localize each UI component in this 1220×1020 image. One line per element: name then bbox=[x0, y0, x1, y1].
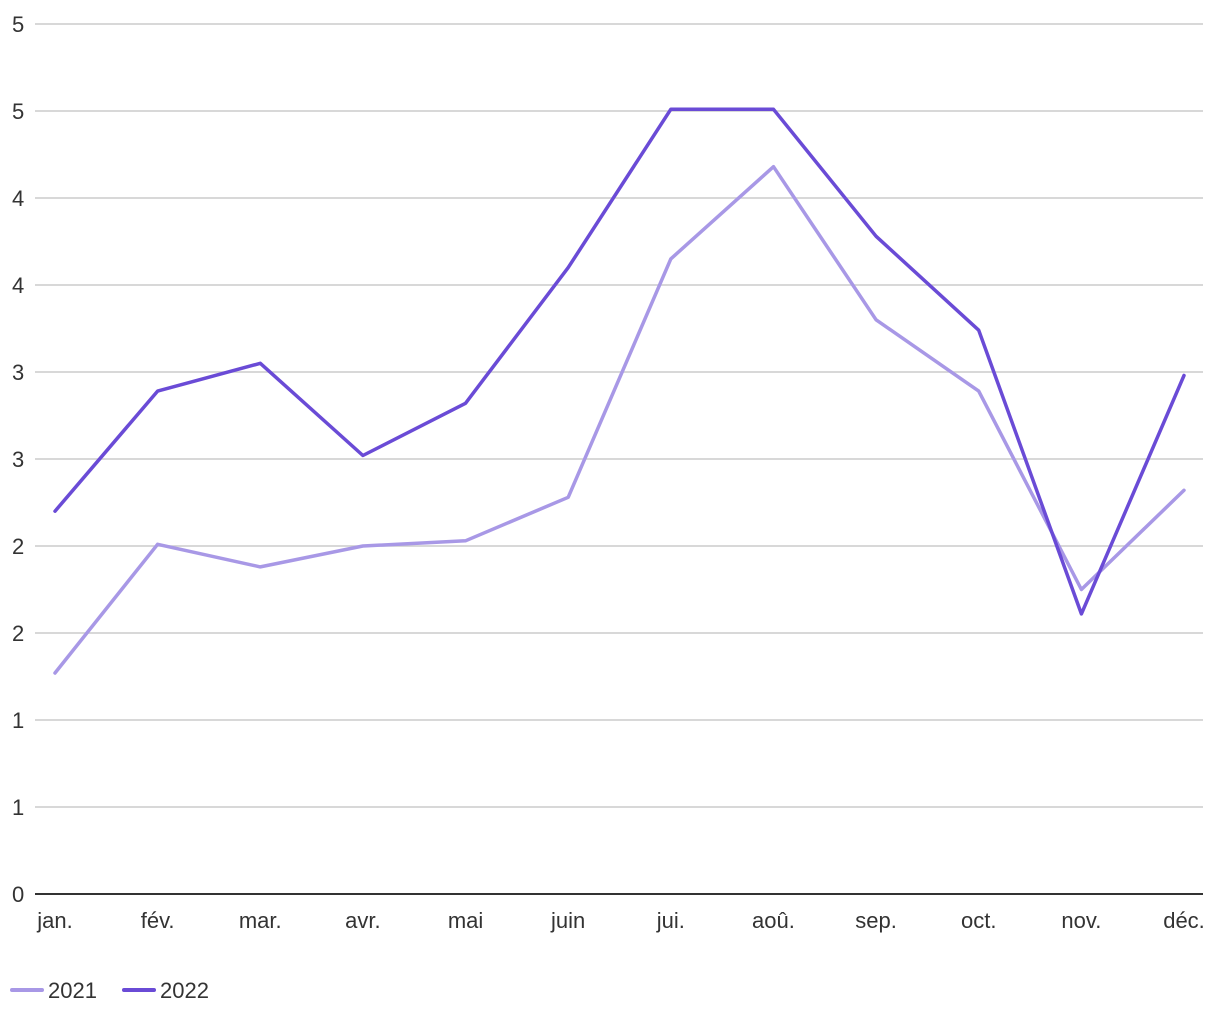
x-tick-label: sep. bbox=[855, 908, 897, 933]
y-tick-label: 1 bbox=[12, 708, 24, 733]
y-tick-label: 2 bbox=[12, 534, 24, 559]
y-tick-label: 3 bbox=[12, 360, 24, 385]
series-line-2022 bbox=[53, 107, 1186, 616]
y-tick-label: 4 bbox=[12, 273, 24, 298]
x-axis-ticks: jan. fév. mar. avr. mai juin jui. aoû. sep. oct. n… bbox=[36, 908, 1205, 933]
y-tick-label: 3 bbox=[12, 447, 24, 472]
series-lines bbox=[53, 107, 1186, 675]
x-tick-label: juin bbox=[550, 908, 585, 933]
gridlines bbox=[35, 23, 1203, 808]
y-axis-ticks: 0 1 1 2 2 3 3 4 4 5 5 bbox=[12, 12, 24, 907]
y-tick-label: 2 bbox=[12, 621, 24, 646]
legend-label: 2021 bbox=[48, 978, 97, 1003]
x-tick-label: fév. bbox=[141, 908, 175, 933]
legend: 2021 2022 bbox=[10, 978, 209, 1003]
x-tick-label: oct. bbox=[961, 908, 996, 933]
x-tick-label: mar. bbox=[239, 908, 282, 933]
y-tick-label: 5 bbox=[12, 99, 24, 124]
series-line-2021 bbox=[53, 164, 1186, 675]
x-tick-label: jui. bbox=[656, 908, 685, 933]
x-tick-label: nov. bbox=[1061, 908, 1101, 933]
x-tick-label: aoû. bbox=[752, 908, 795, 933]
y-tick-label: 0 bbox=[12, 882, 24, 907]
x-tick-label: déc. bbox=[1163, 908, 1205, 933]
y-tick-label: 4 bbox=[12, 186, 24, 211]
y-tick-label: 5 bbox=[12, 12, 24, 37]
x-tick-label: mai bbox=[448, 908, 483, 933]
y-tick-label: 1 bbox=[12, 795, 24, 820]
x-tick-label: jan. bbox=[36, 908, 72, 933]
legend-label: 2022 bbox=[160, 978, 209, 1003]
x-tick-label: avr. bbox=[345, 908, 380, 933]
